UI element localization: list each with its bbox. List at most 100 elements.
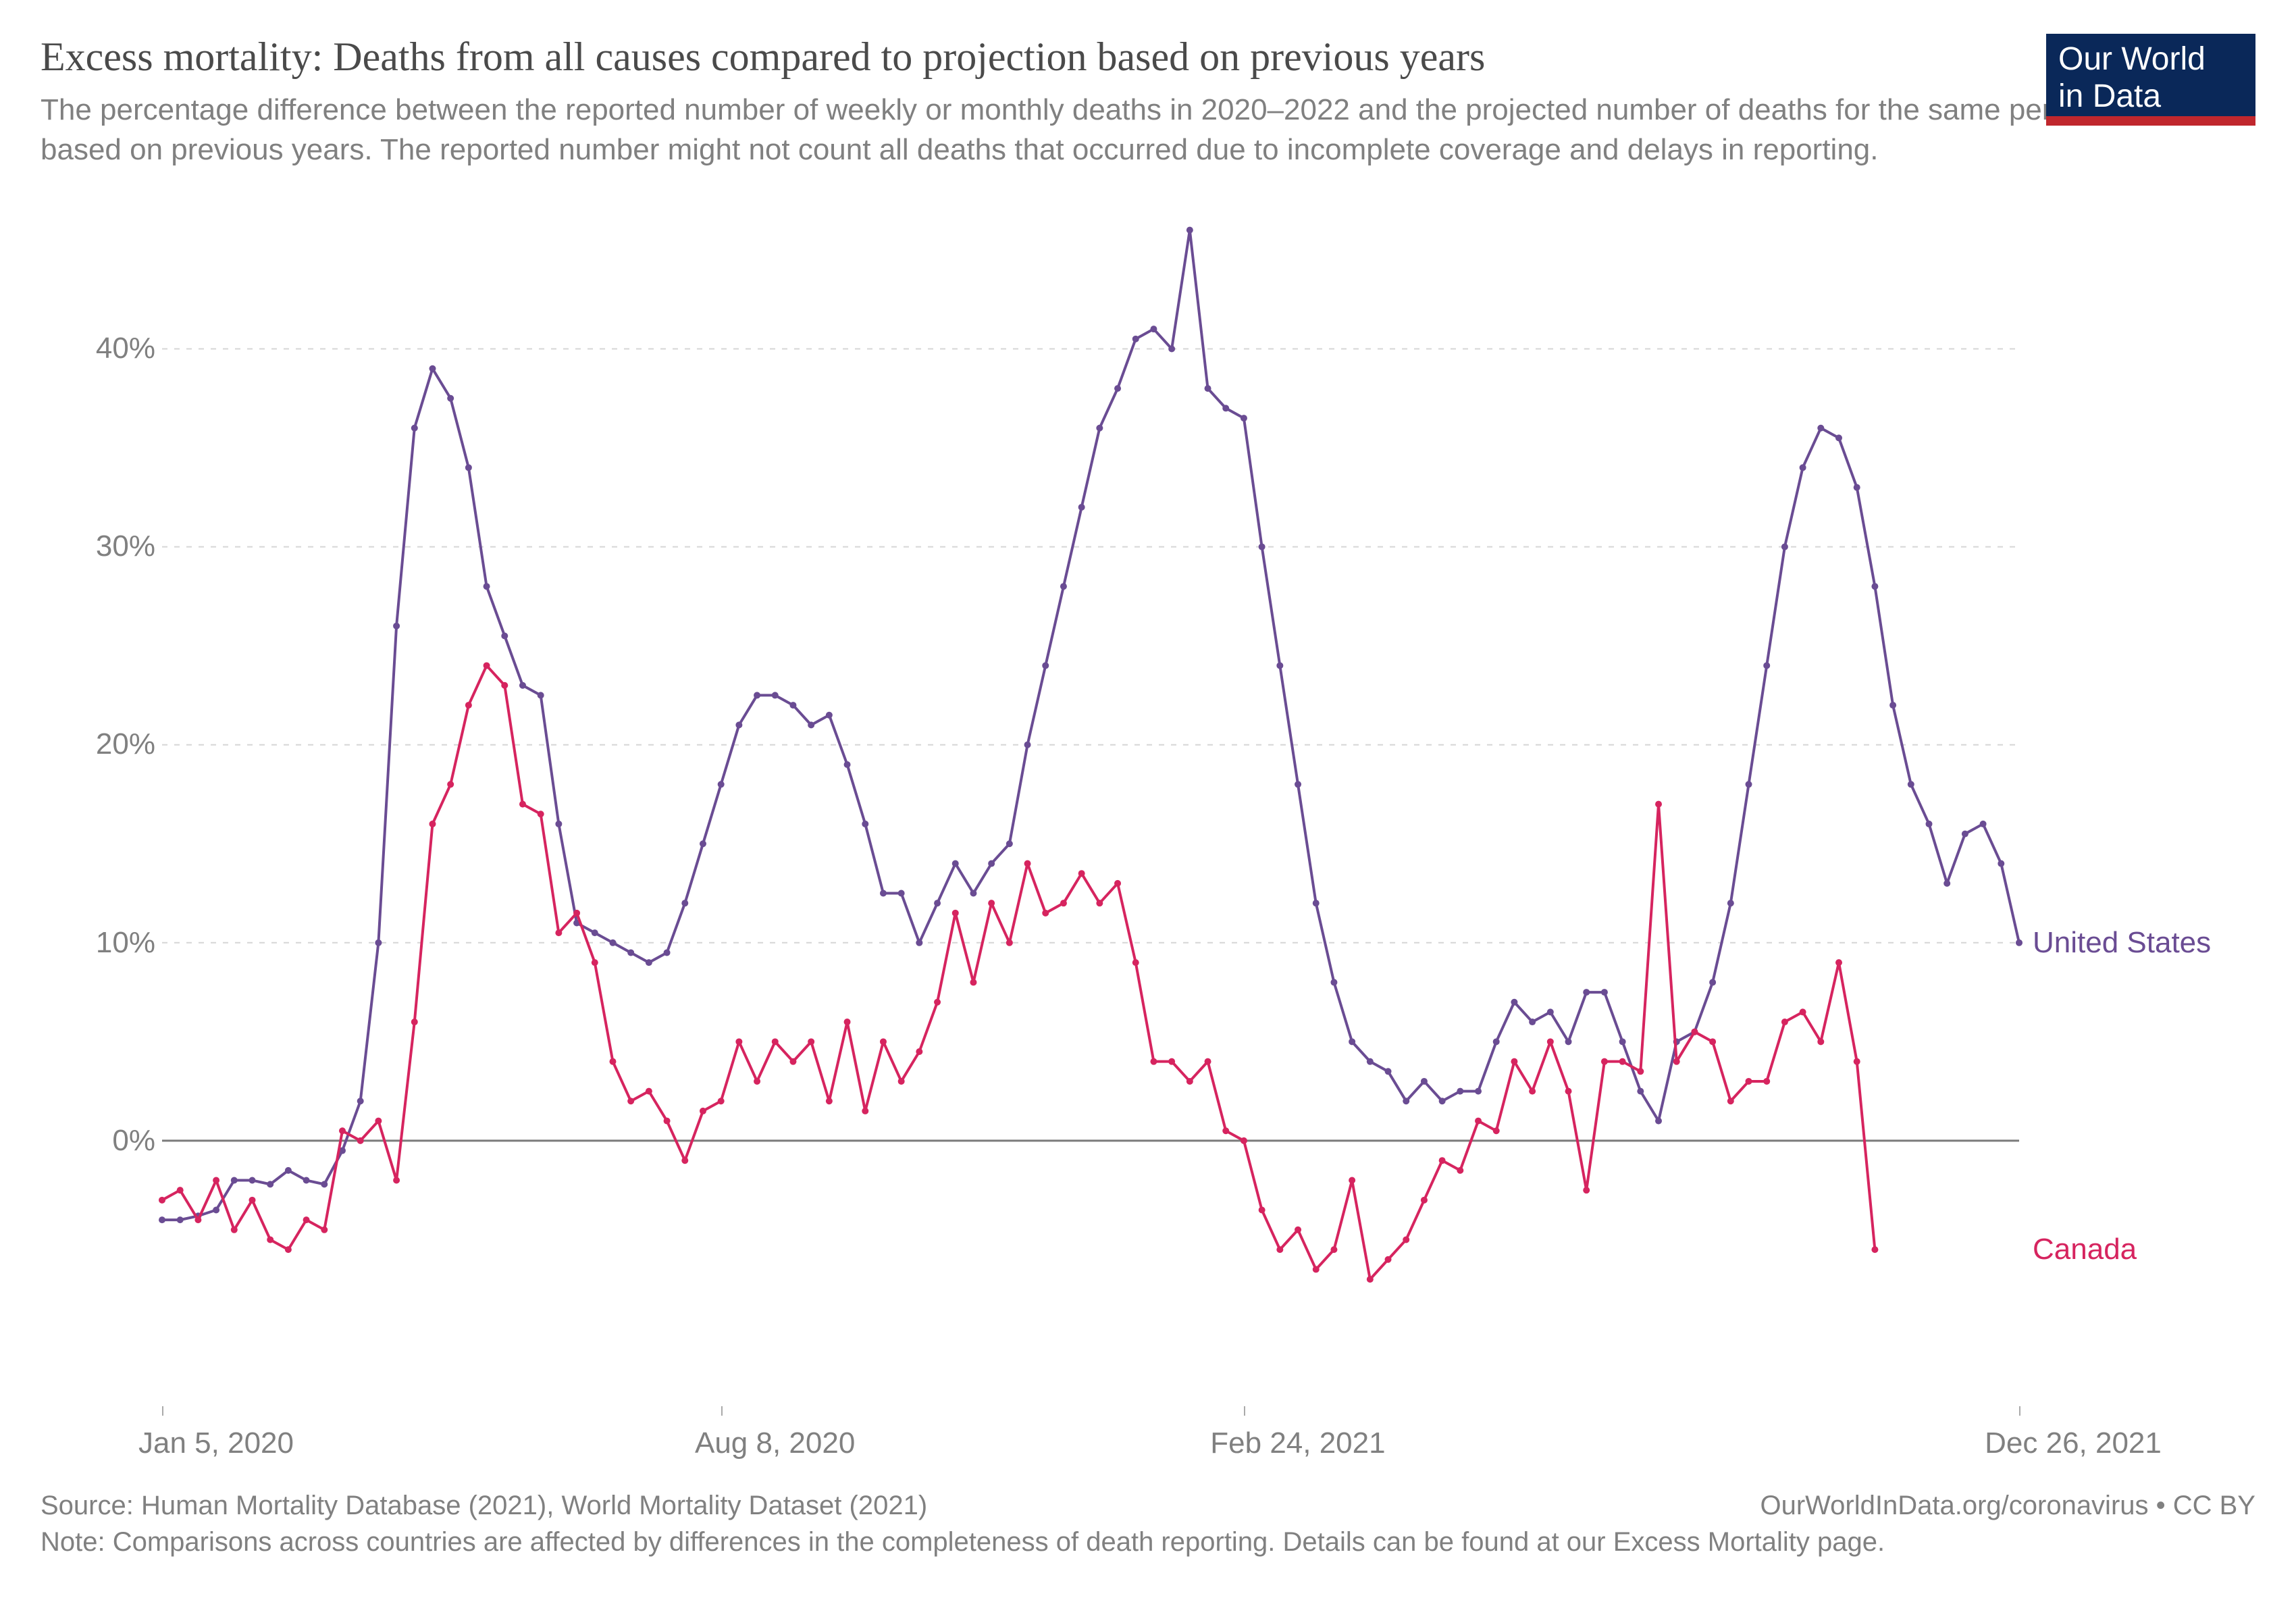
y-axis-label: 40% <box>96 332 155 365</box>
data-point <box>1980 821 1987 827</box>
data-point <box>1096 900 1103 906</box>
data-point <box>1835 434 1842 441</box>
data-point <box>1205 1058 1211 1064</box>
data-point <box>700 840 706 847</box>
source-text: Source: Human Mortality Database (2021),… <box>41 1487 927 1524</box>
data-point <box>1330 1246 1337 1253</box>
series-label: United States <box>2033 926 2211 960</box>
data-point <box>1746 1078 1752 1085</box>
data-point <box>664 1117 671 1124</box>
data-point <box>862 1108 868 1114</box>
data-point <box>159 1216 165 1223</box>
data-point <box>1655 800 1662 807</box>
data-point <box>1367 1058 1374 1064</box>
data-point <box>1006 840 1013 847</box>
line-chart: 0%10%20%30%40%Jan 5, 2020Aug 8, 2020Feb … <box>41 190 2255 1406</box>
data-point <box>321 1227 328 1233</box>
x-axis-label: Jan 5, 2020 <box>138 1426 294 1460</box>
data-point <box>1222 405 1229 411</box>
data-point <box>519 800 526 807</box>
data-point <box>411 1019 418 1025</box>
data-point <box>1746 781 1752 788</box>
data-point <box>1817 425 1824 432</box>
data-point <box>1511 1058 1517 1064</box>
data-point <box>159 1197 165 1204</box>
data-point <box>1042 662 1049 669</box>
data-point <box>177 1187 184 1193</box>
data-point <box>1529 1087 1536 1094</box>
data-point <box>1854 484 1860 490</box>
data-point <box>1168 345 1175 352</box>
data-point <box>1403 1236 1409 1243</box>
data-point <box>1042 910 1049 917</box>
y-axis-label: 20% <box>96 727 155 761</box>
data-point <box>213 1177 219 1183</box>
data-point <box>1547 1038 1554 1045</box>
data-point <box>1150 326 1157 332</box>
data-point <box>285 1246 292 1253</box>
data-point <box>1511 999 1517 1006</box>
data-point <box>789 1058 796 1064</box>
series-line <box>162 665 1875 1279</box>
data-point <box>303 1216 310 1223</box>
data-point <box>646 1087 652 1094</box>
data-point <box>1601 1058 1608 1064</box>
data-point <box>735 721 742 728</box>
data-point <box>1908 781 1914 788</box>
data-point <box>375 1117 382 1124</box>
data-point <box>1475 1117 1482 1124</box>
data-point <box>934 900 941 906</box>
data-point <box>1421 1197 1428 1204</box>
data-point <box>1547 1008 1554 1015</box>
data-point <box>1763 662 1770 669</box>
data-point <box>1349 1038 1355 1045</box>
data-point <box>592 929 598 936</box>
data-point <box>1889 702 1896 709</box>
chart-title: Excess mortality: Deaths from all causes… <box>41 34 1796 80</box>
data-point <box>1259 1206 1266 1213</box>
data-point <box>285 1167 292 1174</box>
data-point <box>789 702 796 709</box>
data-point <box>2016 940 2023 946</box>
data-point <box>1241 415 1247 421</box>
data-point <box>501 682 508 689</box>
data-point <box>213 1206 219 1213</box>
data-point <box>393 623 400 629</box>
data-point <box>1421 1078 1428 1085</box>
data-point <box>1601 989 1608 996</box>
data-point <box>754 692 760 698</box>
data-point <box>826 712 833 719</box>
y-axis-label: 0% <box>112 1124 155 1158</box>
data-point <box>1727 1098 1734 1104</box>
data-point <box>880 890 887 896</box>
data-point <box>1727 900 1734 906</box>
data-point <box>249 1197 255 1204</box>
data-point <box>249 1177 255 1183</box>
data-point <box>808 721 814 728</box>
data-point <box>501 632 508 639</box>
x-axis-tick <box>721 1406 723 1416</box>
x-axis-label: Feb 24, 2021 <box>1210 1426 1385 1460</box>
y-axis-label: 30% <box>96 530 155 563</box>
data-point <box>844 761 851 768</box>
data-point <box>1763 1078 1770 1085</box>
data-point <box>1943 880 1950 887</box>
data-point <box>1709 979 1716 985</box>
data-point <box>862 821 868 827</box>
data-point <box>1583 1187 1590 1193</box>
attribution-text: OurWorldInData.org/coronavirus • CC BY <box>1760 1487 2255 1524</box>
x-axis-tick <box>162 1406 163 1416</box>
data-point <box>898 890 905 896</box>
data-point <box>754 1078 760 1085</box>
data-point <box>231 1227 238 1233</box>
data-point <box>1132 336 1139 342</box>
data-point <box>465 464 472 471</box>
data-point <box>1457 1087 1463 1094</box>
data-point <box>681 1157 688 1164</box>
x-axis-label: Dec 26, 2021 <box>1985 1426 2162 1460</box>
data-point <box>1276 662 1283 669</box>
data-point <box>826 1098 833 1104</box>
data-point <box>357 1098 364 1104</box>
data-point <box>1276 1246 1283 1253</box>
data-point <box>1781 543 1788 550</box>
